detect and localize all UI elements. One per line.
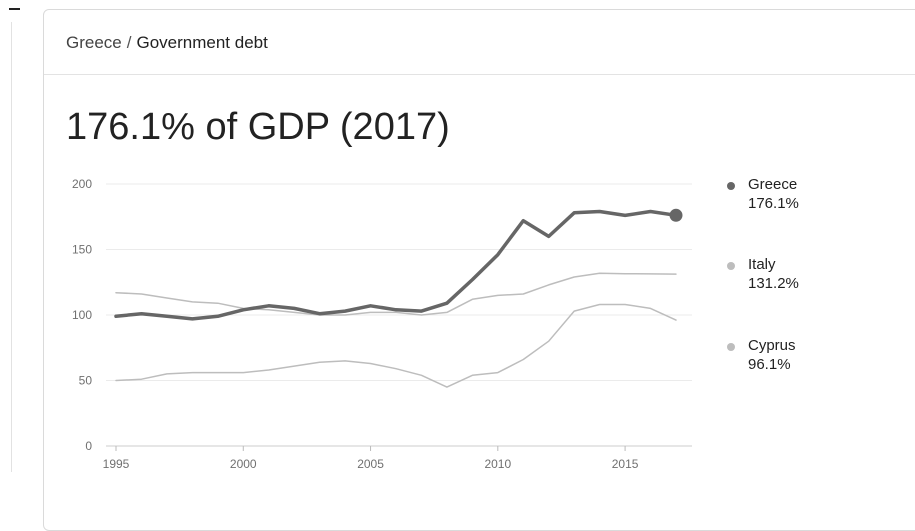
debt-line-chart[interactable]: 0 50 100 150 200 1995 2000 2005 2010 2015 [0,0,915,502]
x-tick-label: 2005 [357,457,384,471]
breadcrumb: Greece / Government debt [66,33,268,53]
x-tick-label: 1995 [103,457,130,471]
x-tick-label: 2015 [612,457,639,471]
legend-name: Italy [748,256,776,273]
side-divider [11,22,12,472]
x-tick-label: 2010 [484,457,511,471]
legend-dot-italy [727,262,735,270]
legend-value: 96.1% [748,356,791,373]
y-tick-label: 50 [79,374,93,388]
knowledge-card: Greece / Government debt [43,9,915,531]
breadcrumb-country-link[interactable]: Greece [66,33,122,52]
legend-dot-greece [727,182,735,190]
series-line-cyprus [115,303,677,388]
breadcrumb-topic: Government debt [136,33,268,52]
endpoint-marker-greece [669,208,683,222]
headline-value: 176.1% of GDP (2017) [66,106,450,148]
card-header: Greece / Government debt [44,10,915,75]
legend-value: 131.2% [748,275,799,292]
y-tick-label: 150 [72,243,92,257]
y-tick-label: 200 [72,177,92,191]
y-tick-label: 100 [72,308,92,322]
series-line-greece [114,209,678,321]
x-tick-label: 2000 [230,457,257,471]
legend-dot-cyprus [727,343,735,351]
corner-mark [9,8,20,10]
legend-value: 176.1% [748,195,799,212]
legend-name: Greece [748,176,798,193]
y-tick-label: 0 [85,439,92,453]
breadcrumb-separator: / [126,33,132,52]
series-line-italy [115,272,677,316]
legend-name: Cyprus [748,337,796,354]
